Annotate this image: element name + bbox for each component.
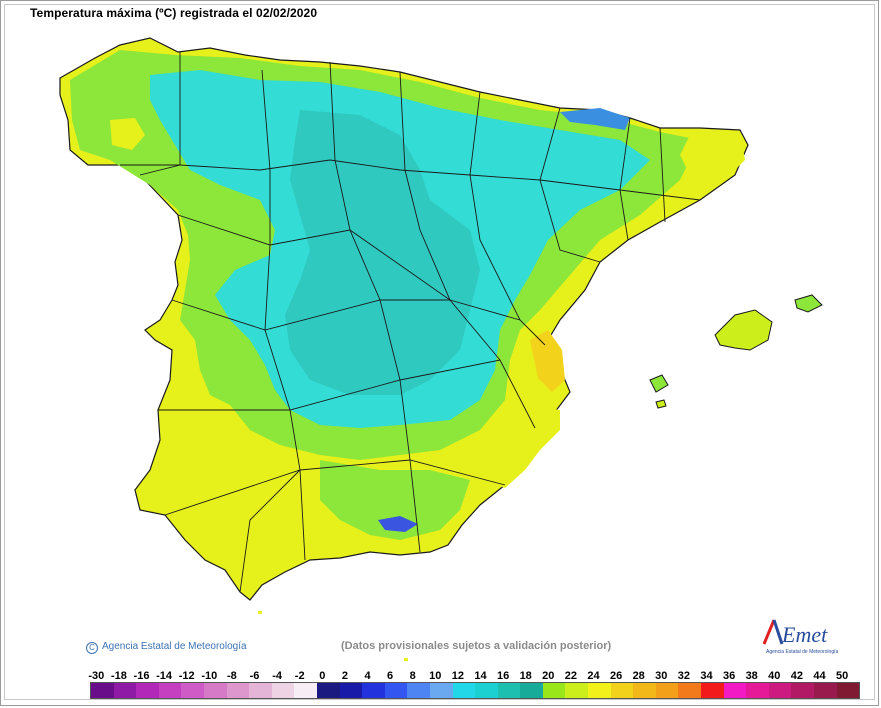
legend-swatch	[588, 683, 611, 698]
legend-swatch	[316, 683, 340, 698]
legend-swatch	[339, 683, 363, 698]
legend-label: 18	[519, 670, 532, 682]
svg-text:Emet: Emet	[781, 622, 828, 647]
alboran-island	[258, 611, 262, 614]
province-borders	[120, 52, 701, 593]
legend-label: -30	[88, 670, 105, 682]
legend-swatch	[723, 683, 747, 698]
valencia-warm-zone	[530, 330, 565, 392]
legend-swatch	[429, 683, 453, 698]
legend-swatch	[836, 683, 860, 698]
legend-swatch	[678, 683, 702, 698]
legend-label: -12	[178, 670, 195, 682]
legend-label: 44	[813, 670, 826, 682]
legend-swatch	[226, 683, 250, 698]
legend-label: 38	[745, 670, 758, 682]
legend-swatch	[610, 683, 634, 698]
legend-label: -6	[249, 670, 260, 682]
menorca-island	[794, 294, 823, 313]
legend-label: -2	[294, 670, 305, 682]
copyright-icon: C	[86, 642, 98, 654]
legend-label: 40	[768, 670, 781, 682]
mallorca-island	[714, 309, 773, 351]
legend-swatch	[520, 683, 543, 698]
map-title: Temperatura máxima (ºC) registrada el 02…	[30, 6, 318, 20]
ibiza-island	[649, 374, 669, 393]
legend-swatch	[91, 683, 114, 698]
legend-label: 10	[429, 670, 442, 682]
legend-swatch	[294, 683, 317, 698]
legend-label: 12	[451, 670, 465, 682]
legend-swatch	[701, 683, 724, 698]
legend-swatch	[249, 683, 272, 698]
legend-label: -4	[272, 670, 282, 682]
legend-label: 6	[387, 670, 394, 682]
pyrenees-cold-zone	[560, 108, 630, 130]
formentera-island	[655, 399, 667, 409]
legend-swatch	[497, 683, 521, 698]
legend-label: 4	[364, 670, 371, 682]
legend-label: 24	[587, 670, 600, 682]
copyright-text: Agencia Estatal de Meteorología	[102, 641, 247, 652]
legend-label: 42	[790, 670, 804, 682]
legend-label: 30	[655, 670, 668, 682]
legend-label: -8	[227, 670, 237, 682]
legend-label: 2	[341, 670, 348, 682]
legend-swatch	[181, 683, 204, 698]
legend-swatch	[452, 683, 476, 698]
legend-label: 0	[319, 670, 326, 682]
legend-label: -14	[156, 670, 173, 682]
legend-swatch	[271, 683, 295, 698]
galicia-warm-zone	[110, 118, 145, 150]
svg-text:Agencia Estatal de Meteorologí: Agencia Estatal de Meteorología	[766, 649, 838, 655]
legend-swatch	[814, 683, 837, 698]
aemet-logo: Emet Agencia Estatal de Meteorología	[762, 619, 838, 655]
temperature-legend-bar	[90, 682, 861, 699]
legend-swatch	[655, 683, 679, 698]
copyright-notice: C Agencia Estatal de Meteorología	[86, 641, 247, 654]
legend-swatch	[158, 683, 182, 698]
legend-label: 34	[700, 670, 713, 682]
legend-label: 36	[722, 670, 736, 682]
small-marker	[404, 658, 408, 661]
legend-swatch	[746, 683, 769, 698]
legend-swatch	[542, 683, 566, 698]
legend-swatch	[633, 683, 656, 698]
warm-southeast-zone	[485, 405, 560, 488]
legend-label: 14	[474, 670, 487, 682]
legend-label: 50	[835, 670, 849, 682]
legend-swatch	[362, 683, 385, 698]
legend-swatch	[565, 683, 589, 698]
legend-swatch	[791, 683, 814, 698]
legend-label: 20	[542, 670, 555, 682]
legend-label: -16	[133, 670, 150, 682]
legend-labels: -30 -18 -16 -14 -12 -10 -8 -6 -4 -2 0 2 4 6 8 10 12 14 16 1…	[88, 670, 860, 682]
legend-label: 26	[609, 670, 623, 682]
catalonia-warm-zone	[680, 132, 745, 185]
provisional-data-disclaimer: (Datos provisionales sujetos a validació…	[341, 640, 612, 652]
legend-label: -18	[110, 670, 127, 682]
legend-swatch	[136, 683, 159, 698]
legend-swatch	[203, 683, 227, 698]
legend-label: -10	[201, 670, 218, 682]
legend-label: 16	[496, 670, 510, 682]
legend-swatch	[407, 683, 430, 698]
legend-swatch	[113, 683, 137, 698]
andalucia-mild-zone	[320, 460, 470, 540]
sierra-nevada-cold-zone	[378, 516, 418, 532]
legend-label: 22	[564, 670, 578, 682]
legend-swatch	[384, 683, 408, 698]
legend-swatch	[768, 683, 792, 698]
legend-swatch	[475, 683, 498, 698]
legend-label: 28	[632, 670, 645, 682]
legend-label: 8	[409, 670, 416, 682]
legend-label: 32	[677, 670, 691, 682]
map-panel	[4, 4, 875, 700]
